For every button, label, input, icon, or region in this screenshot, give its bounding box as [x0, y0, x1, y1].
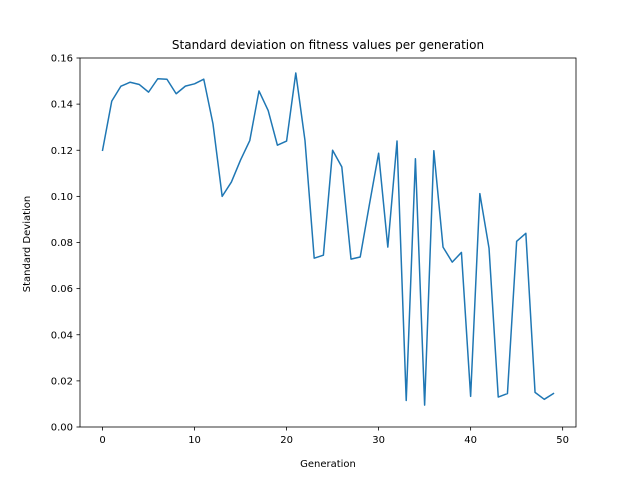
- y-axis-label: Standard Deviation: [22, 196, 33, 293]
- y-tick-label: 0.08: [51, 238, 73, 249]
- x-tick-label: 20: [280, 435, 293, 446]
- y-tick-label: 0.12: [51, 146, 73, 157]
- y-tick-label: 0.04: [51, 330, 73, 341]
- y-tick-label: 0.00: [51, 423, 73, 434]
- plot-area: 0 10 20 30 40 50 0.00 0.02 0.04 0.06 0.08 0.10 0.12 0…: [51, 54, 577, 446]
- y-tick-label: 0.16: [51, 54, 73, 65]
- y-tick-label: 0.10: [51, 192, 73, 203]
- chart-title: Standard deviation on fitness values per…: [172, 38, 484, 52]
- y-tick-label: 0.14: [51, 100, 73, 111]
- y-tick-label: 0.06: [51, 284, 73, 295]
- x-tick-label: 40: [464, 435, 477, 446]
- y-tick-label: 0.02: [51, 376, 73, 387]
- series-line: [101, 72, 555, 406]
- x-axis-label: Generation: [300, 459, 356, 470]
- x-tick-label: 50: [556, 435, 569, 446]
- x-tick-label: 10: [188, 435, 201, 446]
- x-tick-label: 30: [372, 435, 385, 446]
- x-tick-label: 0: [99, 435, 105, 446]
